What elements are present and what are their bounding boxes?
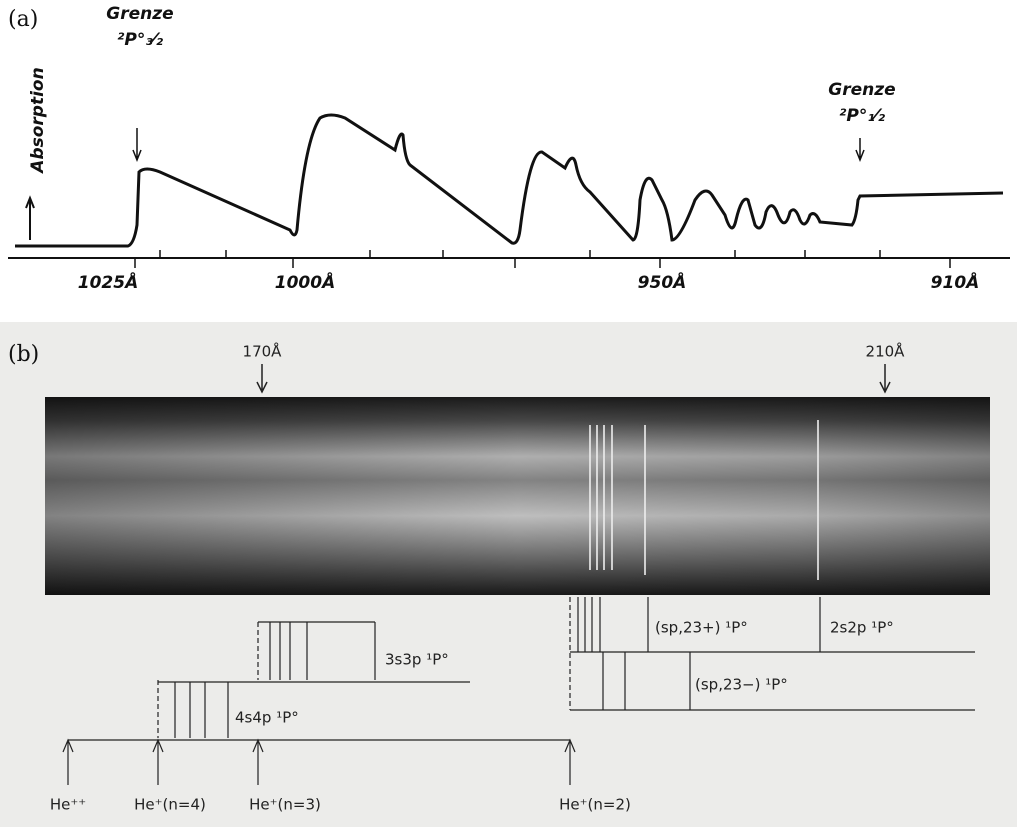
axis-label: 910Å [931, 270, 980, 293]
arrow [132, 128, 865, 163]
arrow [256, 364, 891, 394]
y-label: Absorption [28, 67, 48, 174]
axis-label: 950Å [638, 270, 687, 293]
series-label: (sp,23−) ¹P° [695, 676, 788, 694]
series-label: 3s3p ¹P° [385, 651, 449, 669]
limit-name: Grenze [828, 80, 895, 100]
tick [134, 250, 951, 268]
threshold-label: He⁺⁺ [50, 796, 86, 814]
series-label: (sp,23+) ¹P° [655, 619, 748, 637]
axis-label: 1000Å [275, 270, 335, 293]
marker-label: 170Å [243, 342, 283, 361]
arrow [62, 738, 576, 785]
limit-term: ²P°₁⁄₂ [839, 106, 886, 126]
marker-label: 210Å [866, 342, 906, 361]
spectral-line [589, 420, 819, 580]
panel-label: (b) [8, 342, 39, 367]
threshold-label: He⁺(n=3) [249, 796, 321, 814]
limit-name: Grenze [106, 4, 173, 24]
panel-label: (a) [8, 7, 38, 32]
series-label: 4s4p ¹P° [235, 709, 299, 727]
absorption-curve [15, 113, 1004, 248]
threshold-label: He⁺(n=4) [134, 796, 206, 814]
spectrogram-shade [45, 397, 990, 595]
threshold-label: He⁺(n=2) [559, 796, 631, 814]
series-label: 2s2p ¹P° [830, 619, 894, 637]
axis-label: 1025Å [78, 270, 138, 293]
limit-term: ²P°₃⁄₂ [117, 30, 164, 50]
series-lines [258, 621, 376, 680]
series-lines [570, 597, 975, 711]
arrow [25, 195, 35, 240]
series-lines [158, 681, 470, 738]
